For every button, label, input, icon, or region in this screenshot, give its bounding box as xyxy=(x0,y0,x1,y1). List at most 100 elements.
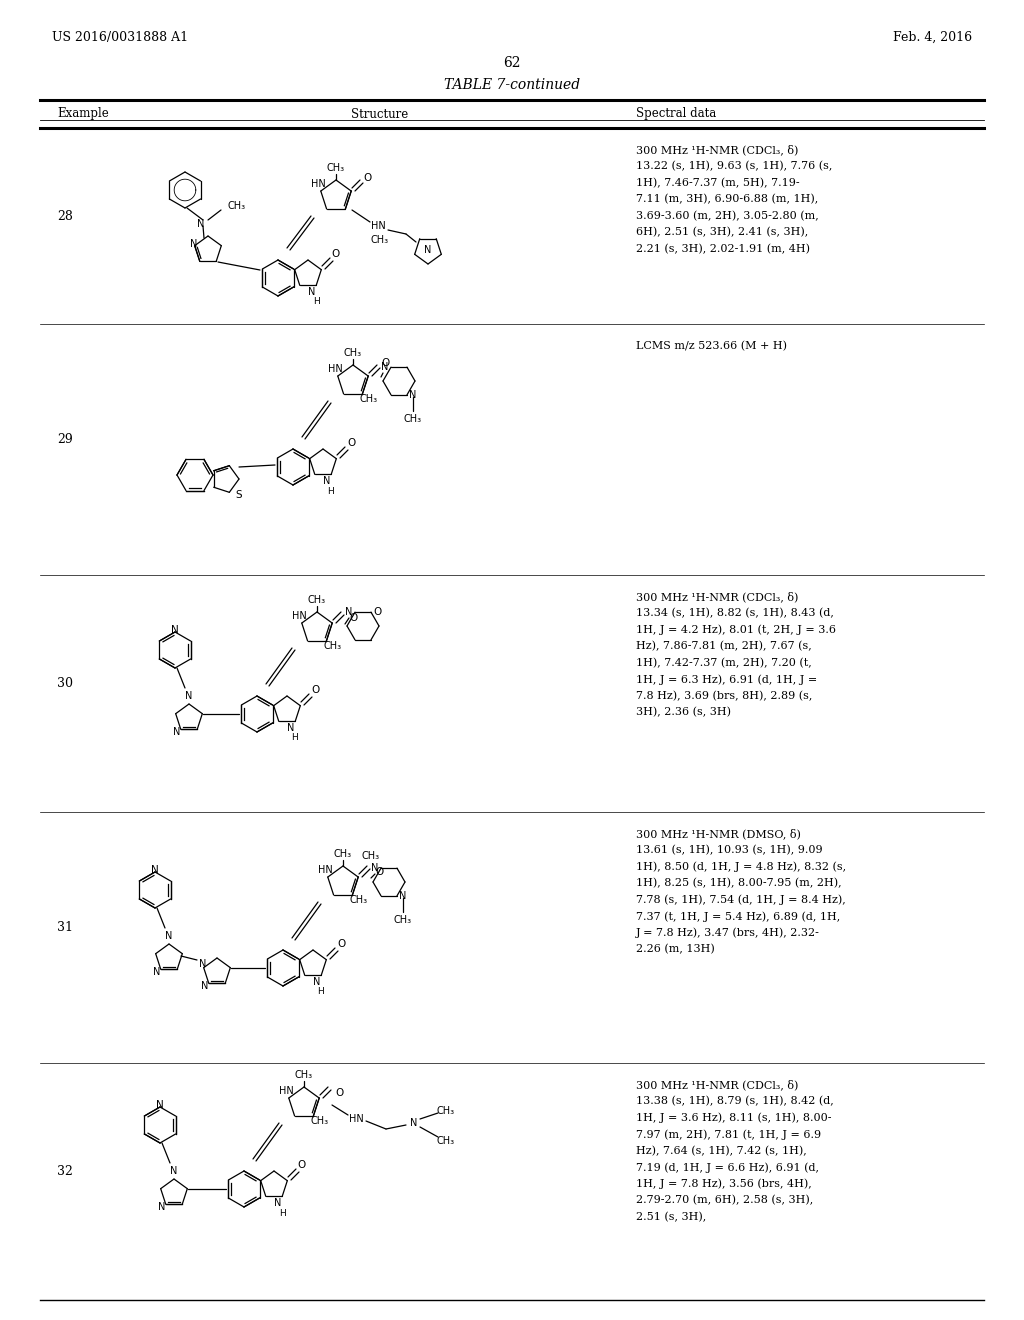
Text: N: N xyxy=(410,389,417,400)
Text: 7.11 (m, 3H), 6.90-6.88 (m, 1H),: 7.11 (m, 3H), 6.90-6.88 (m, 1H), xyxy=(636,194,818,205)
Text: CH₃: CH₃ xyxy=(324,642,342,651)
Text: HN: HN xyxy=(371,220,385,231)
Text: O: O xyxy=(336,1088,344,1098)
Text: 2.21 (s, 3H), 2.02-1.91 (m, 4H): 2.21 (s, 3H), 2.02-1.91 (m, 4H) xyxy=(636,244,810,255)
Text: N: N xyxy=(190,239,198,249)
Text: N: N xyxy=(198,219,205,228)
Text: CH₃: CH₃ xyxy=(361,851,380,861)
Text: CH₃: CH₃ xyxy=(350,895,368,906)
Text: Hz), 7.64 (s, 1H), 7.42 (s, 1H),: Hz), 7.64 (s, 1H), 7.42 (s, 1H), xyxy=(636,1146,807,1156)
Text: N: N xyxy=(372,863,379,873)
Text: 7.78 (s, 1H), 7.54 (d, 1H, J = 8.4 Hz),: 7.78 (s, 1H), 7.54 (d, 1H, J = 8.4 Hz), xyxy=(636,895,846,906)
Text: 28: 28 xyxy=(57,210,73,223)
Text: CH₃: CH₃ xyxy=(394,915,412,925)
Text: O: O xyxy=(364,173,372,183)
Text: 300 MHz ¹H-NMR (CDCl₃, δ): 300 MHz ¹H-NMR (CDCl₃, δ) xyxy=(636,1080,799,1090)
Text: H: H xyxy=(279,1209,286,1217)
Text: N: N xyxy=(411,1118,418,1129)
Text: N: N xyxy=(165,931,173,941)
Text: 7.8 Hz), 3.69 (brs, 8H), 2.89 (s,: 7.8 Hz), 3.69 (brs, 8H), 2.89 (s, xyxy=(636,690,812,701)
Text: 300 MHz ¹H-NMR (CDCl₃, δ): 300 MHz ¹H-NMR (CDCl₃, δ) xyxy=(636,591,799,602)
Text: CH₃: CH₃ xyxy=(344,348,362,358)
Text: 29: 29 xyxy=(57,433,73,446)
Text: CH₃: CH₃ xyxy=(228,201,246,211)
Text: HN: HN xyxy=(328,364,342,374)
Text: O: O xyxy=(332,249,340,259)
Text: 1H), 7.42-7.37 (m, 2H), 7.20 (t,: 1H), 7.42-7.37 (m, 2H), 7.20 (t, xyxy=(636,657,812,668)
Text: CH₃: CH₃ xyxy=(371,235,389,246)
Text: 2.79-2.70 (m, 6H), 2.58 (s, 3H),: 2.79-2.70 (m, 6H), 2.58 (s, 3H), xyxy=(636,1196,813,1205)
Text: TABLE 7-continued: TABLE 7-continued xyxy=(444,78,580,92)
Text: 31: 31 xyxy=(57,921,73,935)
Text: 30: 30 xyxy=(57,677,73,690)
Text: 1H), 7.46-7.37 (m, 5H), 7.19-: 1H), 7.46-7.37 (m, 5H), 7.19- xyxy=(636,178,800,189)
Text: 13.38 (s, 1H), 8.79 (s, 1H), 8.42 (d,: 13.38 (s, 1H), 8.79 (s, 1H), 8.42 (d, xyxy=(636,1097,834,1106)
Text: H: H xyxy=(312,297,319,306)
Text: LCMS m/z 523.66 (M + H): LCMS m/z 523.66 (M + H) xyxy=(636,341,787,351)
Text: Structure: Structure xyxy=(351,107,409,120)
Text: O: O xyxy=(381,358,389,368)
Text: S: S xyxy=(236,490,243,500)
Text: N: N xyxy=(313,977,321,987)
Text: H: H xyxy=(328,487,335,495)
Text: 7.19 (d, 1H, J = 6.6 Hz), 6.91 (d,: 7.19 (d, 1H, J = 6.6 Hz), 6.91 (d, xyxy=(636,1162,819,1172)
Text: 1H, J = 3.6 Hz), 8.11 (s, 1H), 8.00-: 1H, J = 3.6 Hz), 8.11 (s, 1H), 8.00- xyxy=(636,1113,831,1123)
Text: HN: HN xyxy=(292,611,306,620)
Text: 62: 62 xyxy=(503,55,521,70)
Text: N: N xyxy=(156,1100,164,1110)
Text: 2.26 (m, 13H): 2.26 (m, 13H) xyxy=(636,944,715,954)
Text: H: H xyxy=(317,987,325,997)
Text: N: N xyxy=(159,1203,166,1212)
Text: CH₃: CH₃ xyxy=(437,1137,455,1146)
Text: CH₃: CH₃ xyxy=(295,1071,313,1080)
Text: HN: HN xyxy=(317,865,333,875)
Text: 1H), 8.25 (s, 1H), 8.00-7.95 (m, 2H),: 1H), 8.25 (s, 1H), 8.00-7.95 (m, 2H), xyxy=(636,878,842,888)
Text: N: N xyxy=(381,362,389,372)
Text: N: N xyxy=(170,1166,178,1176)
Text: N: N xyxy=(424,246,432,255)
Text: N: N xyxy=(202,981,209,991)
Text: N: N xyxy=(324,477,331,486)
Text: O: O xyxy=(347,438,355,447)
Text: N: N xyxy=(200,960,207,969)
Text: O: O xyxy=(349,612,357,623)
Text: 13.61 (s, 1H), 10.93 (s, 1H), 9.09: 13.61 (s, 1H), 10.93 (s, 1H), 9.09 xyxy=(636,845,822,855)
Text: HN: HN xyxy=(279,1086,293,1096)
Text: 300 MHz ¹H-NMR (CDCl₃, δ): 300 MHz ¹H-NMR (CDCl₃, δ) xyxy=(636,145,799,156)
Text: 1H, J = 7.8 Hz), 3.56 (brs, 4H),: 1H, J = 7.8 Hz), 3.56 (brs, 4H), xyxy=(636,1179,812,1189)
Text: J = 7.8 Hz), 3.47 (brs, 4H), 2.32-: J = 7.8 Hz), 3.47 (brs, 4H), 2.32- xyxy=(636,928,820,939)
Text: CH₃: CH₃ xyxy=(360,393,378,404)
Text: O: O xyxy=(337,939,345,949)
Text: CH₃: CH₃ xyxy=(437,1106,455,1115)
Text: 2.51 (s, 3H),: 2.51 (s, 3H), xyxy=(636,1212,707,1222)
Text: N: N xyxy=(308,286,315,297)
Text: Spectral data: Spectral data xyxy=(636,107,716,120)
Text: HN: HN xyxy=(348,1114,364,1125)
Text: 13.22 (s, 1H), 9.63 (s, 1H), 7.76 (s,: 13.22 (s, 1H), 9.63 (s, 1H), 7.76 (s, xyxy=(636,161,833,172)
Text: O: O xyxy=(311,685,319,696)
Text: N: N xyxy=(171,624,179,635)
Text: CH₃: CH₃ xyxy=(308,595,326,605)
Text: N: N xyxy=(173,727,180,737)
Text: O: O xyxy=(298,1160,306,1170)
Text: 300 MHz ¹H-NMR (DMSO, δ): 300 MHz ¹H-NMR (DMSO, δ) xyxy=(636,829,801,840)
Text: 6H), 2.51 (s, 3H), 2.41 (s, 3H),: 6H), 2.51 (s, 3H), 2.41 (s, 3H), xyxy=(636,227,808,238)
Text: N: N xyxy=(154,968,161,977)
Text: 7.97 (m, 2H), 7.81 (t, 1H, J = 6.9: 7.97 (m, 2H), 7.81 (t, 1H, J = 6.9 xyxy=(636,1129,821,1139)
Text: CH₃: CH₃ xyxy=(334,849,352,859)
Text: N: N xyxy=(288,723,295,733)
Text: Hz), 7.86-7.81 (m, 2H), 7.67 (s,: Hz), 7.86-7.81 (m, 2H), 7.67 (s, xyxy=(636,642,812,652)
Text: 1H, J = 4.2 Hz), 8.01 (t, 2H, J = 3.6: 1H, J = 4.2 Hz), 8.01 (t, 2H, J = 3.6 xyxy=(636,624,836,635)
Text: HN: HN xyxy=(310,180,326,189)
Text: Feb. 4, 2016: Feb. 4, 2016 xyxy=(893,30,972,44)
Text: 13.34 (s, 1H), 8.82 (s, 1H), 8.43 (d,: 13.34 (s, 1H), 8.82 (s, 1H), 8.43 (d, xyxy=(636,609,834,619)
Text: US 2016/0031888 A1: US 2016/0031888 A1 xyxy=(52,30,188,44)
Text: CH₃: CH₃ xyxy=(311,1115,329,1126)
Text: 1H), 8.50 (d, 1H, J = 4.8 Hz), 8.32 (s,: 1H), 8.50 (d, 1H, J = 4.8 Hz), 8.32 (s, xyxy=(636,862,846,873)
Text: CH₃: CH₃ xyxy=(327,162,345,173)
Text: CH₃: CH₃ xyxy=(403,414,422,424)
Text: O: O xyxy=(375,867,383,876)
Text: N: N xyxy=(185,690,193,701)
Text: 1H, J = 6.3 Hz), 6.91 (d, 1H, J =: 1H, J = 6.3 Hz), 6.91 (d, 1H, J = xyxy=(636,675,817,685)
Text: H: H xyxy=(292,734,298,742)
